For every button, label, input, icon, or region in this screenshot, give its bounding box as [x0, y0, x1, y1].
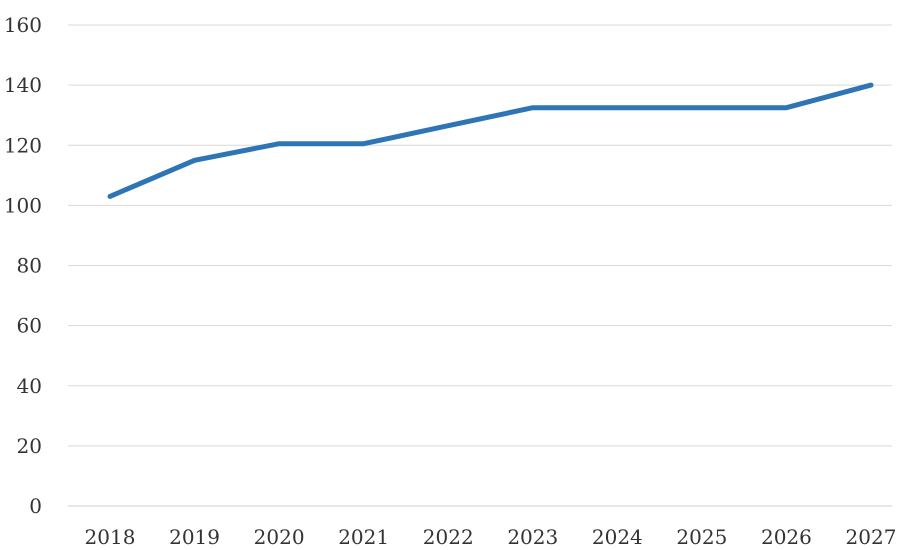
x-tick-label: 2018 — [85, 525, 136, 549]
gridlines — [68, 24, 892, 507]
y-tick-label: 0 — [29, 494, 42, 518]
x-tick-label: 2027 — [846, 525, 897, 549]
y-tick-label: 100 — [4, 193, 42, 217]
y-tick-label: 40 — [17, 374, 42, 398]
y-tick-label: 140 — [4, 73, 42, 97]
y-tick-label: 60 — [17, 314, 42, 338]
y-tick-label: 80 — [17, 254, 42, 278]
y-tick-label: 160 — [4, 13, 42, 37]
x-tick-label: 2026 — [761, 525, 812, 549]
x-tick-label: 2024 — [592, 525, 643, 549]
y-tick-label: 20 — [17, 434, 42, 458]
y-axis-ticks: 0 20 40 60 80 100 120 140 160 — [4, 13, 42, 518]
x-tick-label: 2025 — [676, 525, 727, 549]
series-line-0 — [107, 82, 874, 199]
series-lines — [107, 82, 874, 199]
x-tick-label: 2023 — [507, 525, 558, 549]
x-tick-label: 2019 — [169, 525, 220, 549]
x-tick-label: 2020 — [254, 525, 305, 549]
x-tick-label: 2022 — [423, 525, 474, 549]
x-tick-label: 2021 — [338, 525, 389, 549]
x-axis-ticks: 2018 2019 2020 2021 2022 2023 2024 2025 2026 2027 — [85, 525, 897, 549]
y-tick-label: 120 — [4, 133, 42, 157]
